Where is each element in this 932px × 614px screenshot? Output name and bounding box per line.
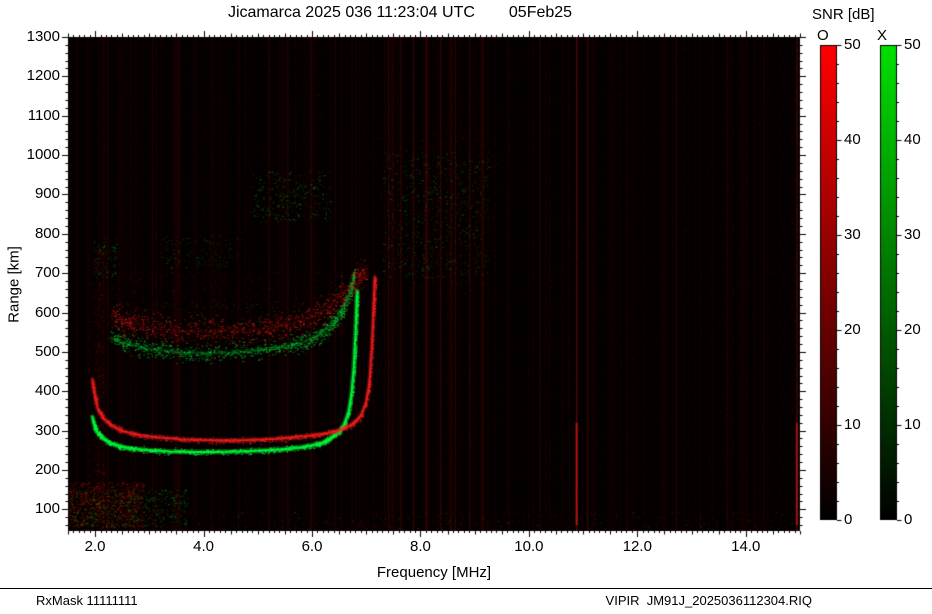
x-tick-label: 10.0 bbox=[514, 538, 544, 555]
y-tick-label: 200 bbox=[34, 460, 60, 478]
y-tick-label: 1300 bbox=[26, 28, 60, 45]
x-tick-label: 8.0 bbox=[410, 538, 431, 555]
colorbar-tick-label: 0 bbox=[844, 511, 853, 528]
colorbar-tick-label: 40 bbox=[904, 131, 921, 148]
snr-heading: SNR [dB] bbox=[812, 6, 875, 23]
y-tick-label: 600 bbox=[34, 303, 60, 321]
y-tick-label: 1100 bbox=[27, 106, 60, 124]
x-tick-label: 4.0 bbox=[193, 538, 214, 555]
x-colorbar-label: X bbox=[877, 27, 888, 44]
colorbar-tick-label: 20 bbox=[904, 321, 921, 338]
y-tick-label: 1200 bbox=[26, 67, 60, 85]
colorbar-tick-label: 30 bbox=[844, 226, 861, 243]
colorbar-tick-label: 0 bbox=[904, 511, 913, 528]
y-tick-label: 300 bbox=[34, 421, 60, 439]
chart-title: Jicamarca 2025 036 11:23:04 UTC bbox=[227, 4, 475, 21]
colorbar-tick-label: 50 bbox=[844, 36, 861, 53]
footer-filename: VIPIR JM91J_2025036112304.RIQ bbox=[605, 593, 812, 608]
x-axis-label: Frequency [MHz] bbox=[376, 564, 492, 581]
colorbar-tick-label: 10 bbox=[904, 416, 921, 433]
colorbar-tick-label: 10 bbox=[844, 416, 861, 433]
footer-rxmask: RxMask 11111111 bbox=[36, 593, 138, 608]
y-tick-label: 1000 bbox=[26, 146, 60, 164]
y-tick-label: 100 bbox=[34, 500, 60, 518]
colorbar-tick-label: 40 bbox=[844, 131, 861, 148]
o-colorbar-label: O bbox=[817, 27, 829, 44]
x-tick-label: 6.0 bbox=[301, 538, 323, 555]
x-tick-label: 2.0 bbox=[84, 538, 106, 555]
y-tick-label: 900 bbox=[34, 185, 60, 203]
chart-date: 05Feb25 bbox=[508, 4, 573, 21]
y-tick-label: 500 bbox=[34, 342, 60, 360]
y-tick-label: 800 bbox=[34, 224, 60, 242]
footer-divider bbox=[0, 588, 932, 589]
x-tick-label: 12.0 bbox=[622, 538, 652, 555]
y-tick-label: 400 bbox=[34, 382, 60, 400]
x-tick-label: 14.0 bbox=[731, 538, 761, 555]
colorbar-tick-label: 50 bbox=[904, 36, 921, 53]
colorbar-tick-label: 30 bbox=[904, 226, 921, 243]
colorbar-tick-label: 20 bbox=[844, 321, 861, 338]
chart-header: Jicamarca 2025 036 11:23:04 UTC 05Feb25 bbox=[0, 4, 800, 22]
y-tick-label: 700 bbox=[34, 264, 60, 282]
